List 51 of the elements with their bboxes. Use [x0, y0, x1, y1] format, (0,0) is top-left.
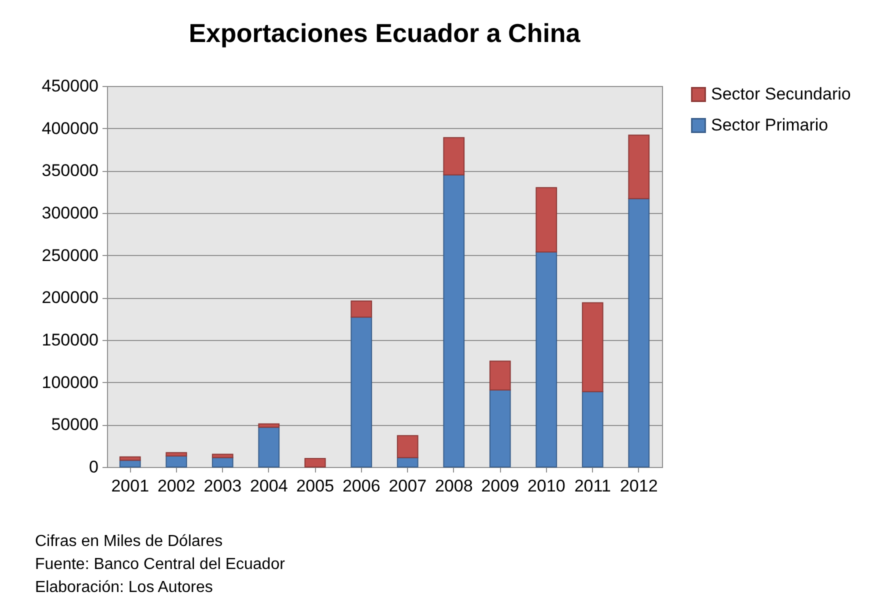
bar: [443, 137, 465, 176]
y-tick-label: 300000: [42, 204, 98, 222]
text: Elaboración: Los Autores: [35, 579, 213, 596]
x-tick-label: 2006: [342, 476, 380, 496]
y-tick-label: 200000: [42, 288, 98, 308]
y-tick-label: 0: [89, 458, 98, 476]
bar: [119, 456, 141, 461]
bar: [489, 360, 511, 390]
y-tick-label: 400000: [42, 118, 98, 138]
bar: [212, 457, 234, 468]
y-tick-label: 250000: [42, 246, 98, 265]
x-tick-label: 2009: [481, 476, 520, 496]
bar: [212, 454, 234, 458]
legend-label: Sector Secundario: [711, 84, 851, 104]
bar: [536, 251, 558, 468]
bar: [536, 187, 558, 252]
bar: [443, 174, 465, 468]
x-tick-label: 2002: [157, 476, 196, 496]
x-tick-label: 2008: [434, 476, 473, 496]
y-tick-label: 50000: [51, 415, 98, 434]
bar: [396, 435, 418, 458]
x-tick-label: 2011: [574, 476, 611, 496]
bar: [166, 452, 188, 456]
y-tick-label: 150000: [42, 330, 98, 350]
y-tick-label: 350000: [42, 161, 98, 180]
bar: [119, 460, 141, 468]
bar: [582, 302, 604, 392]
bar: [628, 198, 650, 468]
y-tick-label: 100000: [42, 372, 98, 392]
y-tick-label: 450000: [42, 76, 98, 96]
bar: [582, 391, 604, 468]
x-tick-label: 2010: [527, 476, 566, 496]
bar: [258, 426, 280, 468]
source-note: Fuente: Banco Central del Ecuador: [35, 556, 286, 573]
x-tick-label: 2012: [620, 476, 658, 496]
text: Cifras en Miles de Dólares: [35, 533, 223, 550]
bar: [304, 458, 326, 468]
x-tick-label: 2004: [250, 476, 288, 496]
x-tick-label: 2005: [296, 476, 334, 496]
legend-label: Sector Primario: [711, 116, 828, 134]
bar: [350, 316, 372, 468]
bar: [396, 457, 418, 468]
bar: [166, 455, 188, 468]
x-tick-label: 2003: [204, 476, 242, 496]
x-tick-label: 2001: [111, 476, 150, 496]
bar: [489, 389, 511, 468]
x-tick-label: 2007: [388, 476, 427, 496]
bar: [628, 134, 650, 200]
chart-title: Exportaciones Ecuador a China: [188, 18, 581, 48]
bar: [350, 300, 372, 318]
bar: [258, 423, 280, 428]
